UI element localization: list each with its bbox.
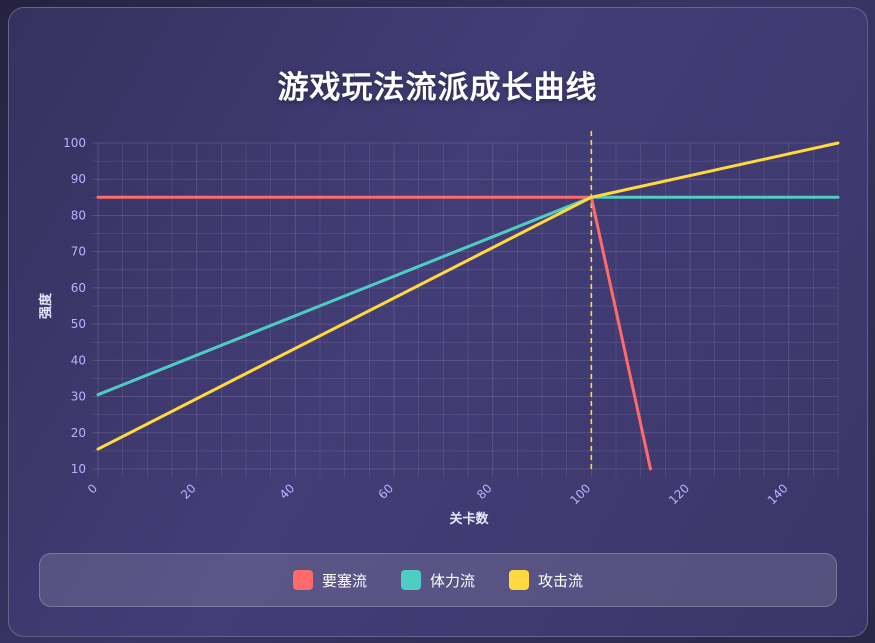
y-tick-label: 40 [71, 353, 86, 367]
x-tick-label: 0 [85, 481, 100, 496]
legend-label: 攻击流 [538, 571, 584, 590]
y-axis-title: 强度 [38, 292, 54, 319]
x-tick-label: 100 [567, 481, 593, 507]
legend-swatch [292, 570, 313, 590]
x-tick-label: 140 [765, 481, 791, 507]
legend-swatch [509, 570, 529, 590]
y-tick-label: 30 [71, 390, 86, 404]
y-tick-label: 90 [71, 172, 86, 186]
y-tick-label: 10 [71, 462, 86, 476]
series-group [96, 141, 840, 471]
x-tick-label: 60 [375, 481, 396, 502]
legend-item-stamina[interactable]: 体力流 [400, 570, 475, 591]
grid [92, 142, 839, 477]
y-tick-label: 100 [63, 136, 86, 150]
x-tick-label: 40 [277, 481, 298, 502]
x-axis-title: 关卡数 [449, 511, 489, 527]
y-tick-label: 80 [71, 208, 86, 222]
legend-swatch [400, 570, 421, 590]
y-tick-label: 60 [71, 281, 86, 295]
chart-card [8, 7, 868, 637]
series-line-attack [96, 141, 840, 451]
y-tick-label: 50 [71, 317, 86, 331]
x-tick-label: 80 [474, 481, 495, 502]
y-tick-label: 20 [71, 426, 86, 440]
y-tick-label: 70 [71, 245, 86, 259]
legend: 要塞流 体力流 攻击流 [39, 553, 837, 607]
legend-item-attack[interactable]: 攻击流 [509, 570, 583, 591]
series-line-fortress [96, 195, 652, 471]
x-tick-label: 20 [178, 481, 199, 502]
legend-label: 要塞流 [321, 571, 367, 590]
chart-title: 游戏玩法流派成长曲线 [277, 70, 598, 106]
legend-label: 体力流 [429, 571, 475, 590]
x-tick-label: 120 [666, 481, 692, 507]
legend-item-fortress[interactable]: 要塞流 [292, 570, 367, 591]
